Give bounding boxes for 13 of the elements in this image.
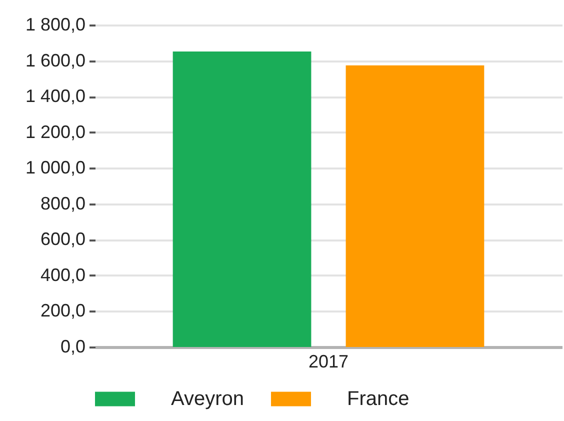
y-tick-label: 1 600,0	[25, 50, 86, 70]
legend-label: France	[347, 388, 410, 410]
y-tick-label: 1 200,0	[25, 122, 86, 142]
legend-label: Aveyron	[171, 388, 244, 410]
x-tick-label: 2017	[308, 352, 349, 372]
y-tick-label: 600,0	[40, 229, 86, 250]
y-tick-label: 800,0	[40, 193, 86, 214]
y-tick-label: 200,0	[40, 300, 86, 321]
y-tick-label: 400,0	[40, 264, 86, 285]
y-tick-label: 1 800,0	[25, 14, 86, 34]
y-tick-label: 1 400,0	[25, 86, 86, 106]
y-tick-label: 1 000,0	[25, 158, 86, 178]
y-tick-label: 0,0	[60, 336, 86, 356]
